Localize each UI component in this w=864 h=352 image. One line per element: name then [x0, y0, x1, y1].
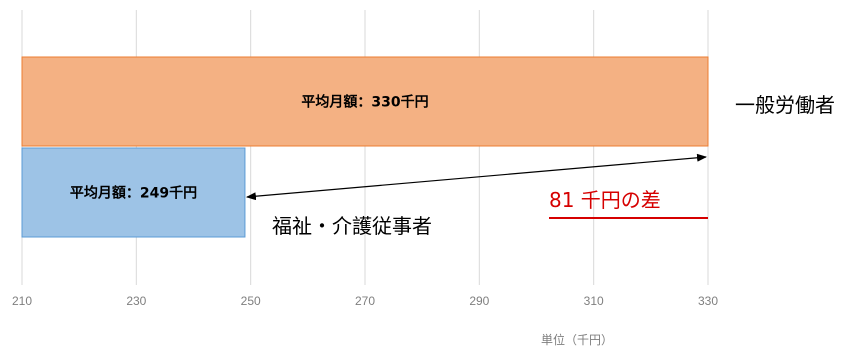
x-tick-label-290: 290 [469, 294, 489, 308]
difference-underline [549, 217, 708, 219]
x-tick-label-250: 250 [241, 294, 261, 308]
category-label-general-workers: 一般労働者 [735, 93, 835, 117]
x-tick-label-210: 210 [12, 294, 32, 308]
bar-value-label-welfare-workers: 平均月額：249千円 [70, 185, 197, 202]
difference-annotation: 81 千円の差 [549, 188, 661, 212]
x-tick-label-230: 230 [126, 294, 146, 308]
bar-value-label-general-workers: 平均月額：330千円 [301, 94, 428, 111]
bar-general-workers [21, 56, 709, 147]
x-tick-label-270: 270 [355, 294, 375, 308]
bar-welfare-workers [21, 147, 246, 238]
difference-arrow [245, 153, 707, 201]
x-tick-label-330: 330 [698, 294, 718, 308]
category-label-welfare-workers: 福祉・介護従事者 [272, 214, 432, 238]
x-axis-unit-label: 単位（千円） [541, 333, 614, 347]
x-tick-label-310: 310 [584, 294, 604, 308]
